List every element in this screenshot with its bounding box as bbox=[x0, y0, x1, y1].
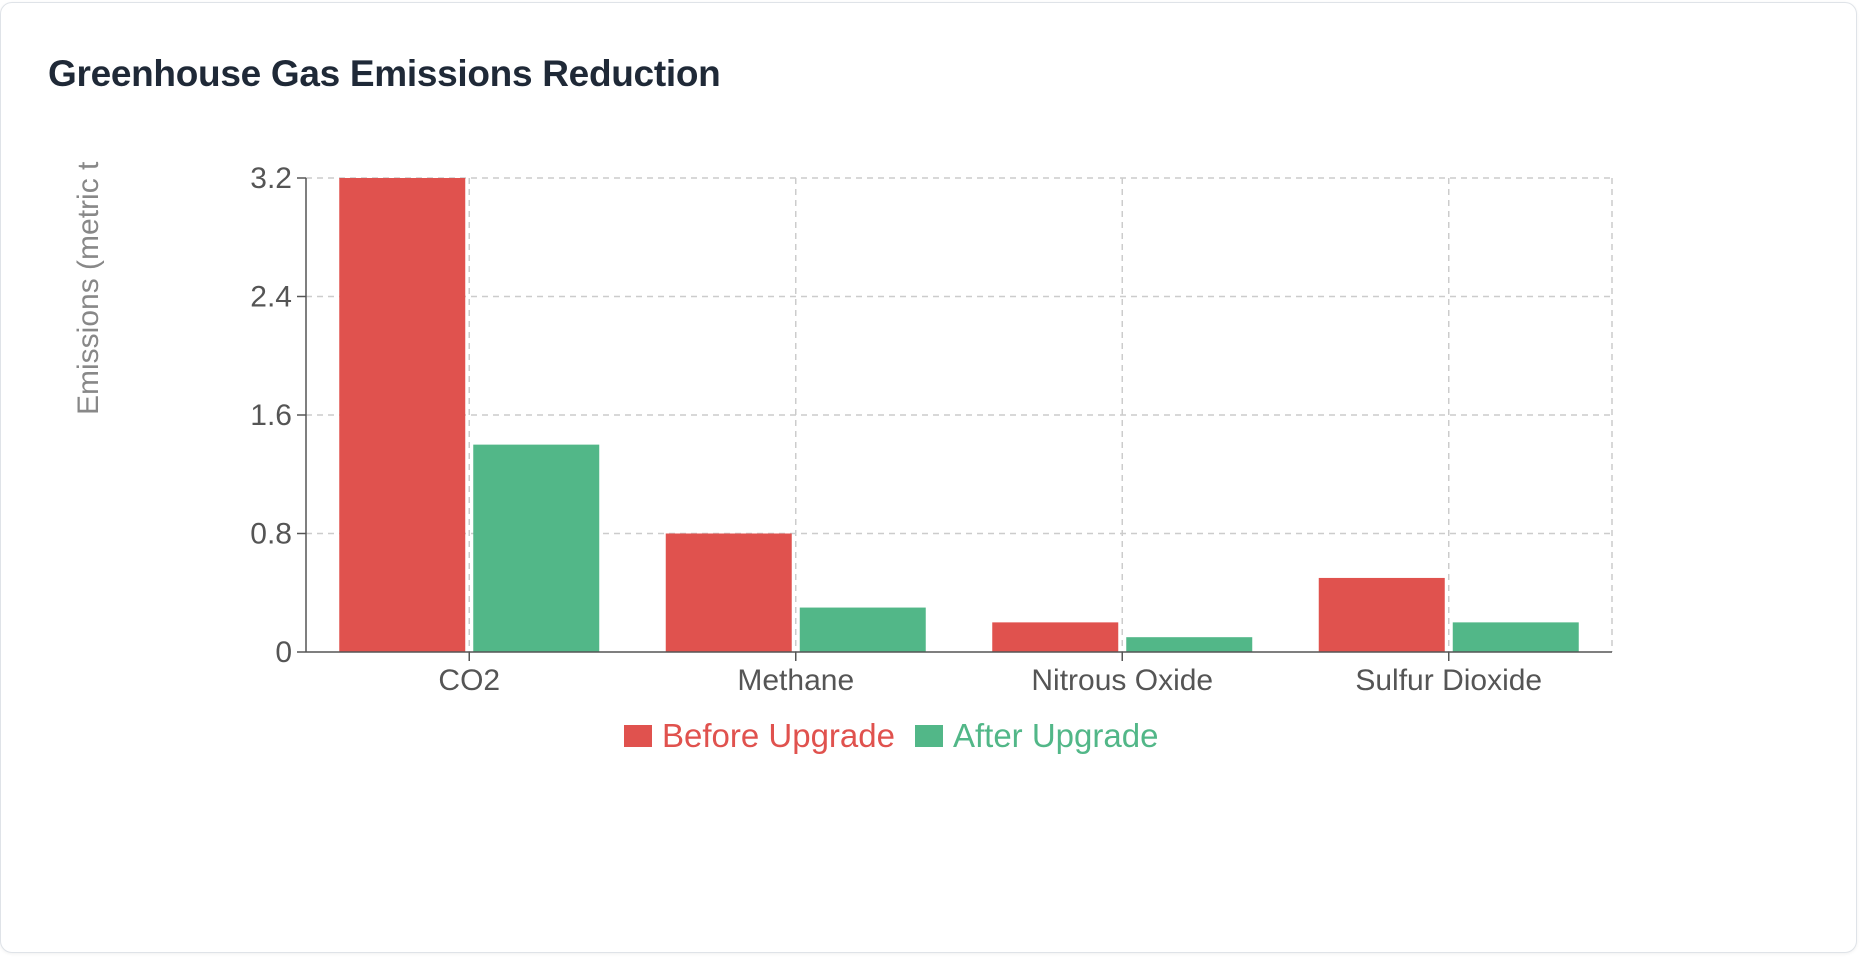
y-axis-label: Emissions (metric t bbox=[72, 161, 105, 415]
x-tick-label: Methane bbox=[737, 664, 854, 697]
bar-after-methane bbox=[799, 607, 926, 652]
x-tick-label: Nitrous Oxide bbox=[1031, 664, 1213, 697]
bars bbox=[339, 178, 1579, 652]
bar-before-co2 bbox=[339, 178, 466, 652]
legend-swatch-after bbox=[914, 725, 943, 747]
chart-title: Greenhouse Gas Emissions Reduction bbox=[48, 53, 721, 94]
y-tick-label: 1.6 bbox=[250, 399, 292, 432]
x-tick-label: Sulfur Dioxide bbox=[1355, 664, 1542, 697]
x-tick-label: CO2 bbox=[438, 664, 500, 697]
bar-after-sulfur-dioxide bbox=[1452, 622, 1579, 652]
axes bbox=[297, 177, 1612, 661]
legend-label-before: Before Upgrade bbox=[662, 717, 895, 754]
axis-labels: 0 0.8 1.6 2.4 3.2 CO2 Methane Nitrous Oxide Sulf… bbox=[250, 162, 1542, 697]
bar-before-nitrous-oxide bbox=[992, 622, 1119, 652]
legend: Before Upgrade After Upgrade bbox=[624, 716, 1158, 756]
bar-after-nitrous-oxide bbox=[1126, 637, 1253, 652]
bar-before-methane bbox=[665, 533, 792, 652]
y-tick-label: 0.8 bbox=[250, 518, 292, 551]
y-tick-label: 3.2 bbox=[250, 162, 292, 195]
legend-swatch-before bbox=[624, 725, 652, 747]
legend-label-after: After Upgrade bbox=[952, 717, 1159, 754]
y-tick-label: 0 bbox=[275, 636, 292, 669]
y-tick-label: 2.4 bbox=[250, 281, 292, 314]
grid bbox=[306, 177, 1613, 652]
legend-item-before[interactable]: Before Upgrade bbox=[624, 716, 895, 756]
bar-before-sulfur-dioxide bbox=[1318, 577, 1445, 652]
legend-item-after[interactable]: After Upgrade bbox=[914, 716, 1159, 756]
bar-after-co2 bbox=[473, 444, 600, 652]
